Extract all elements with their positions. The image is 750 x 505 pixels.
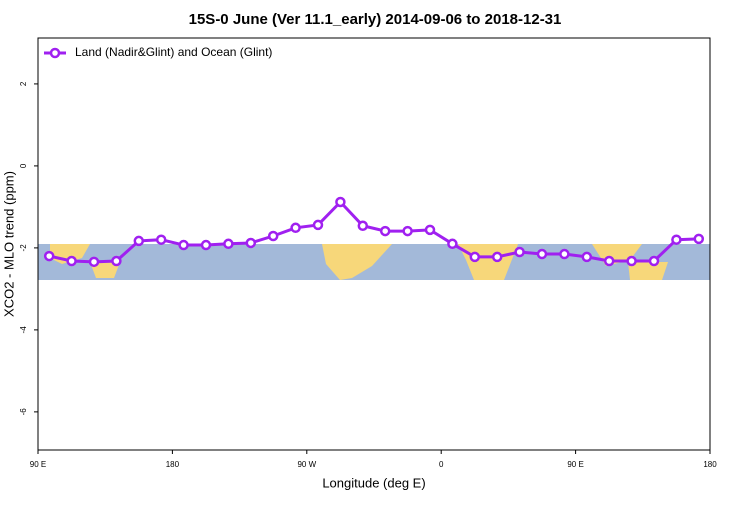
x-tick-label: 90 E (30, 460, 46, 469)
data-point (424, 224, 436, 236)
data-point (469, 251, 481, 263)
data-point (178, 239, 189, 251)
data-point (133, 235, 145, 247)
data-point (267, 230, 279, 242)
data-point (559, 248, 570, 260)
x-axis-label: Longitude (deg E) (322, 475, 425, 490)
plot-frame (37, 37, 711, 451)
data-point (88, 256, 100, 268)
data-point (447, 238, 458, 250)
data-point (581, 251, 593, 263)
data-point (66, 255, 77, 267)
x-tick-label: 180 (703, 460, 717, 469)
data-point (491, 251, 503, 263)
y-tick-label: 2 (19, 81, 28, 86)
y-tick-label: -2 (19, 244, 28, 252)
data-point (223, 238, 234, 250)
data-point (603, 255, 615, 267)
x-tick-label: 180 (166, 460, 180, 469)
data-point (693, 233, 705, 245)
data-point (626, 255, 637, 267)
data-point (648, 255, 660, 267)
data-point (200, 239, 212, 251)
legend-label: Land (Nadir&Glint) and Ocean (Glint) (75, 45, 272, 59)
chart-title: 15S-0 June (Ver 11.1_early) 2014-09-06 t… (189, 11, 562, 28)
data-point (536, 248, 548, 260)
data-point (671, 234, 682, 245)
data-point (155, 234, 167, 245)
legend-marker (49, 47, 61, 59)
data-point (335, 196, 346, 208)
data-point (43, 250, 55, 262)
x-tick-label: 90 E (567, 460, 583, 469)
data-point (379, 225, 391, 237)
y-tick-label: -6 (19, 408, 28, 416)
data-point (312, 219, 324, 231)
x-tick-label: 90 W (297, 460, 316, 469)
x-tick-label: 0 (439, 460, 444, 469)
data-point (111, 255, 122, 267)
data-point (245, 237, 257, 249)
data-point (514, 246, 525, 258)
y-tick-label: -4 (19, 326, 28, 334)
y-tick-label: 0 (19, 163, 28, 168)
data-point (290, 222, 301, 234)
data-point (402, 225, 413, 237)
y-axis-label: XCO2 - MLO trend (ppm) (1, 171, 16, 317)
data-point (357, 220, 369, 232)
